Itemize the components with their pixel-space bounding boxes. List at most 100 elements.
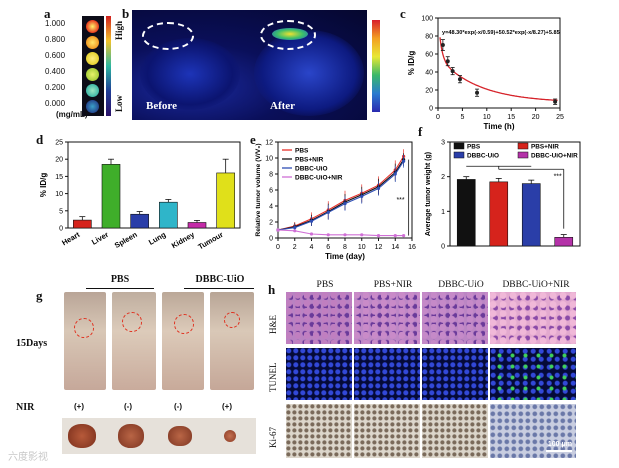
tunel-tile [422, 348, 488, 400]
data-point [440, 43, 445, 47]
chart-f: 0 1 2 3 Average tumor weight (g) PBS PBS+NIR DB… [425, 140, 581, 251]
tumor-circle-before [142, 22, 194, 50]
tunel-tile [354, 348, 420, 400]
conc-label: 0.200 [45, 83, 66, 92]
plot-frame [449, 141, 581, 247]
y-axis-label: % ID/g [39, 173, 48, 198]
category-label: Heart [60, 230, 82, 248]
series-line [277, 160, 405, 231]
x-tick-label: 0 [436, 114, 440, 121]
h-col-label: DBBC-UiO [438, 280, 484, 290]
scale-high: High [114, 20, 124, 40]
y-tick-label: 6 [269, 188, 273, 195]
y-tick-label: 10 [265, 156, 273, 163]
vial-dot [86, 52, 99, 65]
bar [489, 181, 509, 247]
panel-b-image: Before After [132, 10, 367, 120]
legend-label: PBS [295, 148, 309, 155]
panel-c-letter: c [400, 6, 406, 21]
bar [73, 219, 92, 229]
significance-label: *** [396, 197, 404, 204]
x-tick-label: 8 [343, 244, 347, 251]
h-row-label: Ki-67 [268, 427, 278, 448]
mouse-photo [112, 292, 156, 390]
ki67-tile: 100 μm [490, 404, 576, 458]
y-tick-label: 100 [421, 16, 433, 23]
he-tile [490, 292, 576, 344]
bar [101, 164, 121, 229]
concentration-labels: 1.000 0.800 0.600 0.400 0.200 0.000 [45, 16, 65, 112]
bar [216, 172, 235, 229]
x-tick-label: 16 [408, 244, 416, 251]
nir-mark: (+) [74, 402, 84, 411]
bar [130, 213, 149, 229]
panel-b-letter: b [122, 6, 130, 21]
data-point [402, 234, 406, 238]
vial-dot [86, 68, 99, 81]
data-point [553, 99, 558, 104]
h-row-label: H&E [268, 315, 278, 334]
tumor-dashed-circle [122, 312, 142, 332]
group-dbbc-bracket [184, 288, 254, 289]
mouse-photo [210, 292, 254, 390]
days-label: 15Days [16, 338, 48, 349]
legend-label: PBS+NIR [531, 144, 559, 151]
y-tick-label: 40 [425, 70, 433, 77]
chart-d: 0 5 10 15 20 25 % ID/g Heart Liver Spleen Lung Kidn… [39, 140, 241, 251]
x-tick-label: 14 [391, 244, 399, 251]
tumor-dashed-circle [74, 318, 94, 338]
significance-label: *** [554, 173, 562, 180]
ki67-tile [286, 404, 352, 458]
y-tick-label: 2 [269, 220, 273, 227]
x-tick-label: 4 [310, 244, 314, 251]
series-line [277, 229, 404, 237]
group-pbs-bracket [86, 288, 154, 289]
mouse-silhouette-before [140, 38, 240, 110]
fit-equation: y=48.30*exp(-x/0.59)+50.52*exp(-x/8.27)+… [442, 30, 560, 36]
legend-label: DBBC-UiO [467, 153, 499, 160]
h-col-label: PBS [316, 280, 334, 290]
legend-swatch [517, 151, 529, 159]
y-tick-label: 20 [425, 88, 433, 95]
legend-swatch [453, 151, 465, 159]
chart-c: 0 20 40 60 80 100 0 5 10 15 20 25 Time (h) % ID/g y=48… [407, 16, 564, 132]
h-row-label: TUNEL [268, 362, 278, 393]
y-tick-label: 10 [55, 191, 63, 198]
y-tick-label: 12 [265, 140, 273, 147]
data-point [450, 69, 455, 74]
he-tile [286, 292, 352, 344]
bar [159, 201, 178, 229]
x-tick-label: 5 [460, 114, 464, 121]
panel-e-letter: e [250, 132, 256, 147]
watermark: 六度影视 [8, 452, 48, 463]
vial-dot [86, 84, 99, 97]
panel-h-letter: h [268, 282, 276, 297]
bar [554, 237, 574, 247]
conc-label: 0.400 [45, 67, 66, 76]
x-tick-label: 25 [556, 114, 564, 121]
y-tick-label: 5 [59, 208, 63, 215]
panel-g-letter: g [36, 288, 43, 303]
tumor-dashed-circle [174, 314, 194, 334]
y-tick-label: 25 [55, 140, 63, 147]
excised-tumor [168, 426, 192, 446]
panel-d-letter: d [36, 132, 44, 147]
tumor-dashed-circle [224, 312, 240, 328]
y-tick-label: 0 [59, 226, 63, 233]
nir-mark: (-) [124, 402, 132, 411]
category-label: Liver [90, 230, 110, 247]
bar [521, 183, 541, 247]
colorbar [106, 16, 111, 116]
category-label: Kidney [170, 230, 197, 251]
bar [456, 179, 476, 247]
y-tick-label: 3 [441, 140, 445, 147]
y-tick-label: 8 [269, 172, 273, 179]
data-point [475, 90, 480, 95]
he-tile [354, 292, 420, 344]
vial-dot [86, 36, 99, 49]
category-label: Spleen [113, 230, 139, 250]
excised-tumor [68, 424, 96, 448]
he-tile [422, 292, 488, 344]
ki67-tile [354, 404, 420, 458]
plot-frame [67, 141, 241, 229]
